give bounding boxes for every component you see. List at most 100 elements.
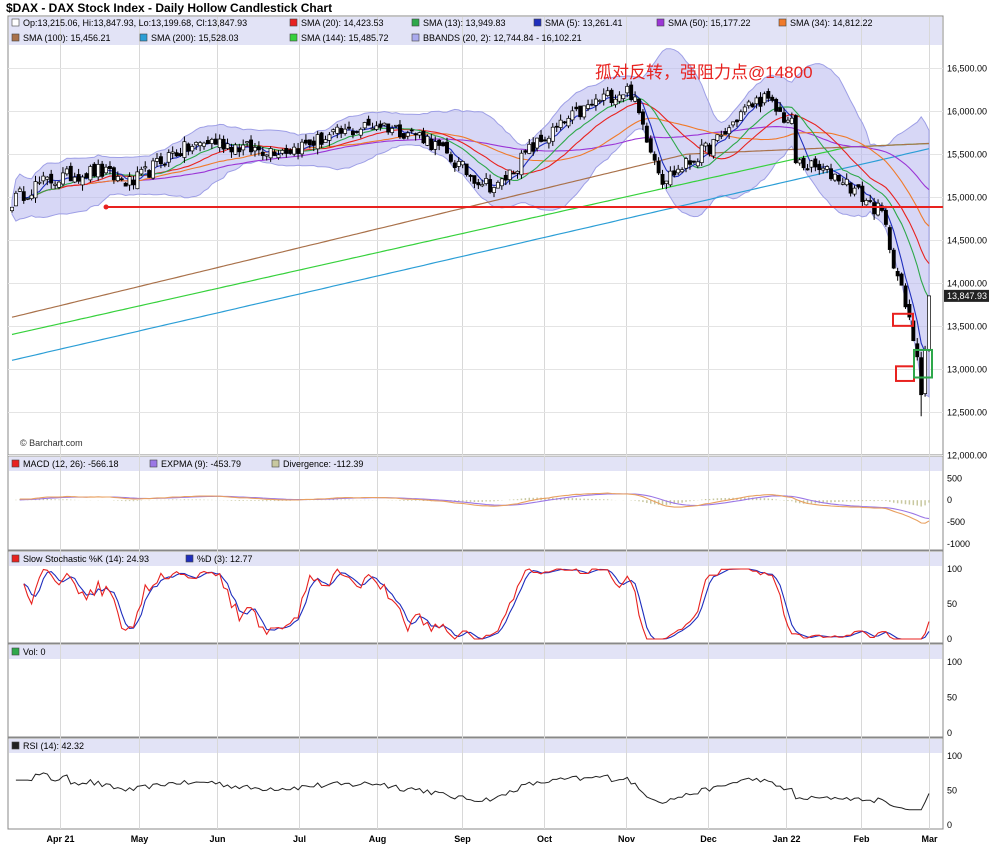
- candle-body: [186, 143, 191, 152]
- macd-panel-legend-item: EXPMA (9): -453.79: [161, 459, 241, 469]
- x-tick-label: Jan 22: [772, 834, 800, 844]
- candle-body: [350, 130, 355, 136]
- candle-body: [88, 166, 93, 181]
- candle-body: [699, 144, 704, 163]
- candle-body: [695, 161, 700, 167]
- candle-body: [448, 154, 453, 162]
- candle-body: [738, 111, 743, 121]
- macd-line: [19, 492, 930, 524]
- price-legend-item: SMA (13): 13,949.83: [423, 18, 506, 28]
- candle-body: [754, 97, 759, 105]
- candle-body: [358, 128, 363, 136]
- candle-body: [158, 156, 163, 165]
- candle-body: [108, 166, 112, 169]
- legend-swatch: [289, 33, 298, 42]
- candle-body: [190, 146, 195, 152]
- candle-body: [621, 94, 626, 100]
- candle-body: [131, 179, 136, 186]
- candle-body: [735, 119, 739, 123]
- candle-body: [409, 129, 414, 132]
- vol-y-tick: 0: [947, 728, 952, 738]
- vol-y-tick: 100: [947, 657, 962, 667]
- candle-body: [225, 143, 230, 149]
- candle-body: [511, 172, 516, 175]
- candle-body: [554, 125, 559, 128]
- candle-body: [378, 123, 383, 128]
- volume-panel: [7, 643, 944, 738]
- stoch-y-tick: 50: [947, 599, 957, 609]
- candle-body: [264, 154, 269, 157]
- stoch-y-tick: 100: [947, 564, 962, 574]
- candle-body: [895, 271, 900, 277]
- candle-body: [644, 125, 649, 143]
- candle-body: [543, 139, 547, 142]
- candle-body: [546, 137, 551, 144]
- watermark: © Barchart.com: [20, 438, 83, 448]
- last-price-label: 13,847.93: [947, 291, 987, 301]
- candle-body: [844, 178, 849, 186]
- candle-body: [891, 249, 896, 269]
- candle-body: [327, 134, 332, 141]
- candle-body: [221, 138, 226, 150]
- candle-body: [860, 185, 865, 202]
- bollinger-band: [11, 48, 930, 398]
- candle-body: [445, 141, 449, 154]
- candle-body: [782, 112, 786, 123]
- candle-body: [45, 176, 50, 180]
- candle-body: [703, 142, 708, 147]
- rsi-y-tick: 100: [947, 751, 962, 761]
- candle-body: [147, 170, 152, 178]
- candle-body: [715, 134, 720, 141]
- legend-swatch: [11, 741, 20, 750]
- candle-body: [249, 139, 253, 153]
- candle-body: [684, 158, 688, 169]
- candle-body: [570, 110, 575, 121]
- x-tick-label: Sep: [454, 834, 471, 844]
- candle-body: [182, 141, 187, 158]
- price-legend-item: SMA (200): 15,528.03: [151, 33, 239, 43]
- candle-body: [648, 138, 653, 153]
- sma-5-line: [23, 94, 930, 353]
- candle-body: [84, 173, 89, 179]
- rsi-legend-band: [9, 739, 942, 753]
- candle-body: [143, 166, 148, 169]
- candles: [10, 81, 931, 417]
- candle-body: [198, 142, 203, 147]
- rsi-panel-legend-item: RSI (14): 42.32: [23, 741, 84, 751]
- x-tick-label: Oct: [537, 834, 552, 844]
- vol-y-tick: 50: [947, 693, 957, 703]
- price-y-tick: 15,000.00: [947, 193, 987, 203]
- price-legend-item: Op:13,215.06, Hi:13,847.93, Lo:13,199.68…: [23, 18, 247, 28]
- candle-body: [750, 103, 755, 108]
- candle-body: [523, 150, 528, 153]
- candle-body: [10, 206, 14, 212]
- candle-body: [123, 182, 128, 187]
- candle-body: [805, 168, 810, 171]
- candle-body: [292, 146, 297, 155]
- price-y-tick: 12,500.00: [947, 408, 987, 418]
- candle-body: [582, 105, 587, 118]
- candle-body: [433, 141, 438, 150]
- candle-body: [401, 133, 406, 139]
- candle-body: [507, 169, 512, 180]
- candle-body: [723, 131, 728, 135]
- price-legend-item: SMA (20): 14,423.53: [301, 18, 384, 28]
- candle-body: [405, 132, 410, 137]
- x-tick-label: Jun: [209, 834, 225, 844]
- candle-body: [809, 160, 814, 168]
- candle-body: [80, 176, 85, 186]
- candle-body: [92, 163, 97, 177]
- candle-body: [793, 115, 798, 164]
- candle-body: [37, 181, 42, 184]
- legend-swatch: [533, 18, 542, 27]
- candle-body: [421, 130, 426, 144]
- candle-body: [300, 141, 304, 155]
- candle-body: [237, 147, 242, 153]
- candle-body: [566, 118, 571, 127]
- legend-swatch: [778, 18, 787, 27]
- chart-title: $DAX - DAX Stock Index - Daily Hollow Ca…: [6, 1, 333, 15]
- candle-body: [276, 154, 281, 158]
- candle-body: [680, 169, 685, 173]
- candle-body: [539, 134, 543, 142]
- candle-body: [691, 160, 696, 163]
